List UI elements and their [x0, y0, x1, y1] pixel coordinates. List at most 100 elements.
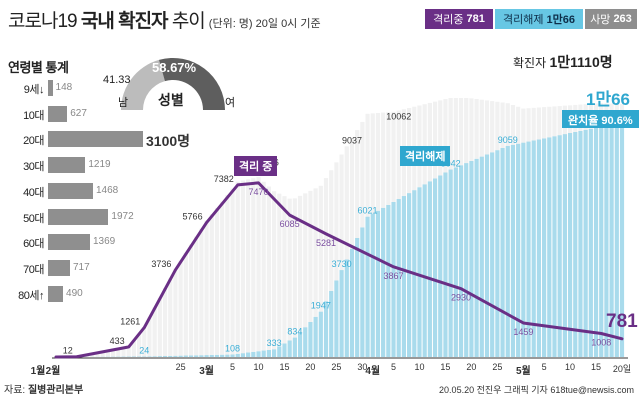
total-bar [453, 98, 458, 168]
released-bar [261, 350, 266, 357]
age-label: 20대 [23, 135, 44, 148]
released-value-label: 9059 [498, 135, 518, 145]
released-bar [246, 352, 251, 357]
unit-note: (단위: 명) 20일 0시 기준 [208, 18, 321, 30]
released-bar [349, 248, 355, 357]
released-bar [593, 127, 599, 357]
age-bar [48, 182, 93, 199]
released-bar [458, 165, 464, 357]
released-bar [220, 354, 225, 357]
total-bar [422, 104, 427, 185]
released-bar [329, 290, 334, 357]
total-bar [510, 105, 516, 145]
released-bar [474, 158, 479, 357]
released-bar [407, 193, 412, 357]
isolated-value-label: 433 [110, 336, 125, 346]
total-bar [105, 350, 111, 357]
x-tick-label: 25 [331, 362, 342, 372]
released-bar [583, 129, 588, 357]
total-bar [240, 180, 246, 354]
age-value: 3100명 [146, 133, 191, 150]
released-bar [256, 351, 261, 357]
total-bar [282, 196, 287, 344]
isolated-value-label: 1261 [120, 317, 140, 327]
released-bar [469, 160, 474, 357]
age-value: 1369 [92, 236, 116, 248]
total-bar [183, 252, 188, 356]
isolated-value-label: 3736 [151, 259, 171, 269]
total-bar [386, 112, 391, 205]
isolated-value-label: 6085 [280, 219, 300, 229]
released-value-label: 834 [287, 327, 302, 337]
total-bar [157, 297, 162, 357]
age-bar [48, 234, 90, 251]
released-bar [401, 196, 407, 357]
total-bar [526, 108, 531, 142]
x-tick-label: 25 [492, 362, 503, 372]
total-bar [474, 99, 479, 159]
total-bar [308, 190, 313, 322]
total-bar [261, 181, 266, 351]
released-bar [313, 316, 318, 357]
age-value: 148 [55, 82, 73, 93]
released-bar [365, 216, 370, 357]
total-bar [334, 162, 339, 281]
released-bar [178, 355, 183, 357]
released-bar [578, 130, 583, 357]
isolated-value-label: 1459 [513, 327, 533, 337]
released-bar [303, 327, 308, 357]
released-bar [173, 355, 178, 357]
isolated-value-label: 3867 [384, 271, 404, 281]
total-bar [199, 228, 204, 356]
x-tick-label: 10 [565, 362, 576, 372]
x-tick-label: 5 [230, 362, 236, 372]
age-bar [48, 80, 53, 96]
released-bar [199, 355, 204, 357]
x-tick-label: 20 [305, 362, 316, 372]
released-value-label: 1947 [311, 301, 331, 311]
x-tick-label: 1월 [30, 366, 46, 377]
released-value-label: 3730 [332, 259, 352, 269]
released-bar [490, 152, 495, 357]
released-bar [147, 356, 152, 357]
total-bar [256, 177, 261, 352]
confirmed-total: 확진자 1만1110명 [513, 54, 613, 70]
released-bar [562, 134, 567, 357]
isolated-value-label: 5281 [316, 238, 336, 248]
age-bar [48, 105, 68, 122]
total-bar [178, 260, 183, 356]
total-bar [365, 113, 370, 217]
age-value: 1972 [111, 210, 134, 222]
released-bar [339, 270, 344, 357]
source: 자료: 질병관리본부 [4, 385, 84, 396]
total-bar [557, 106, 562, 136]
released-bar [318, 311, 323, 357]
released-bar [422, 184, 427, 357]
age-bar [48, 285, 64, 302]
released-bar [391, 201, 396, 357]
released-bar [230, 354, 235, 357]
total-bar [500, 102, 505, 148]
total-bar [484, 100, 490, 155]
x-tick-label: 2월 [45, 366, 61, 377]
released-bar [609, 124, 614, 357]
released-bar [567, 133, 573, 357]
total-bar [230, 188, 235, 355]
released-bar [323, 301, 329, 357]
released-bar [495, 150, 500, 357]
total-bar [505, 103, 510, 146]
total-bar [225, 195, 230, 355]
isolated-final-value: 781 [606, 311, 638, 332]
total-bar [235, 181, 240, 354]
x-tick-label: 5월 [515, 366, 531, 377]
age-label: 30대 [23, 161, 44, 174]
gender-gauge [121, 58, 225, 110]
total-bar [313, 188, 318, 317]
released-bar [552, 136, 557, 357]
total-bar [277, 193, 282, 347]
total-bar [448, 98, 453, 170]
confirmed-value-label: 9037 [342, 135, 362, 145]
age-bar [48, 208, 109, 225]
released-bar [136, 356, 142, 357]
